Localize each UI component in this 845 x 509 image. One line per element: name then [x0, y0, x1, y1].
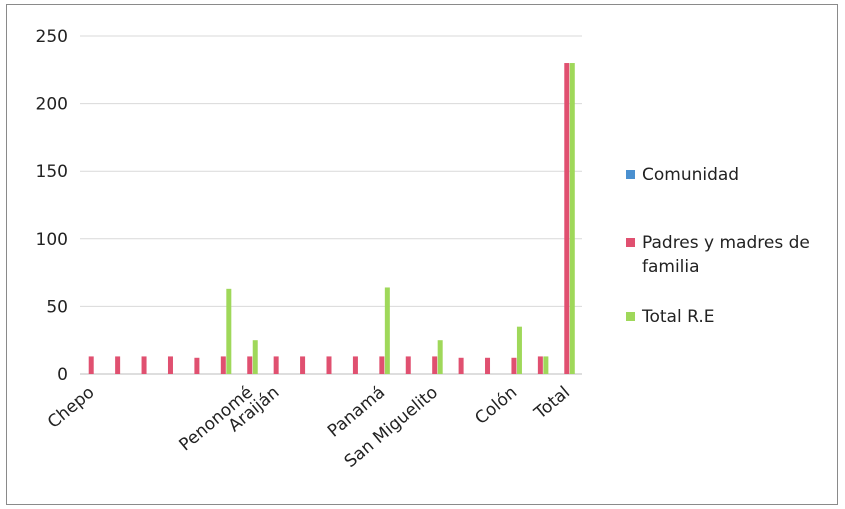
x-tick-label: Colón	[471, 383, 521, 429]
bar-padres-y-madres-de-familia-11	[379, 356, 385, 374]
bar-padres-y-madres-de-familia-14	[458, 357, 464, 374]
legend-label-1: familia	[642, 257, 700, 277]
bar-padres-y-madres-de-familia-7	[273, 356, 279, 374]
legend-swatch-0	[626, 170, 635, 179]
x-tick-label: Chepo	[44, 383, 98, 433]
x-tick-label: San Miguelito	[341, 383, 442, 472]
y-tick-label: 200	[36, 95, 68, 115]
chart-frame	[6, 4, 838, 505]
legend-label-0: Comunidad	[642, 165, 739, 185]
bar-total-r.e-5	[226, 288, 232, 374]
legend: Comunidad Padres y madres de familia Total …	[626, 165, 810, 327]
bar-padres-y-madres-de-familia-16	[511, 357, 517, 374]
gridlines	[80, 35, 582, 375]
bar-total-r.e-13	[437, 340, 443, 374]
bar-padres-y-madres-de-familia-6	[247, 356, 253, 374]
legend-label-1: Padres y madres de	[642, 233, 810, 253]
bar-padres-y-madres-de-familia-4	[194, 357, 200, 374]
bar-total-r.e-16	[516, 326, 522, 374]
bar-padres-y-madres-de-familia-18	[564, 63, 570, 374]
bar-padres-y-madres-de-familia-0	[88, 356, 94, 374]
y-tick-label: 0	[57, 365, 68, 385]
bar-padres-y-madres-de-familia-13	[432, 356, 438, 374]
bar-padres-y-madres-de-familia-5	[220, 356, 226, 374]
bar-total-r.e-11	[384, 287, 390, 374]
y-tick-label: 100	[36, 230, 68, 250]
legend-swatch-2	[626, 312, 635, 321]
bar-padres-y-madres-de-familia-8	[300, 356, 306, 374]
bar-total-r.e-17	[543, 356, 549, 374]
y-tick-label: 50	[46, 297, 68, 317]
bar-padres-y-madres-de-familia-1	[115, 356, 121, 374]
bar-padres-y-madres-de-familia-10	[352, 356, 358, 374]
bar-total-r.e-6	[252, 340, 258, 374]
bar-padres-y-madres-de-familia-12	[405, 356, 411, 374]
bar-padres-y-madres-de-familia-9	[326, 356, 332, 374]
bar-padres-y-madres-de-familia-3	[167, 356, 173, 374]
legend-label-2: Total R.E	[641, 307, 714, 327]
bar-padres-y-madres-de-familia-15	[485, 357, 491, 374]
bars	[88, 63, 575, 374]
y-tick-label: 150	[36, 162, 68, 182]
legend-swatch-1	[626, 238, 635, 247]
bar-padres-y-madres-de-familia-17	[537, 356, 543, 374]
y-tick-label: 250	[36, 27, 68, 47]
bar-padres-y-madres-de-familia-2	[141, 356, 147, 374]
bar-total-r.e-18	[569, 63, 575, 374]
y-axis-ticks: 0 50 100 150 200 250	[36, 27, 68, 385]
x-tick-label: Total	[530, 383, 574, 424]
